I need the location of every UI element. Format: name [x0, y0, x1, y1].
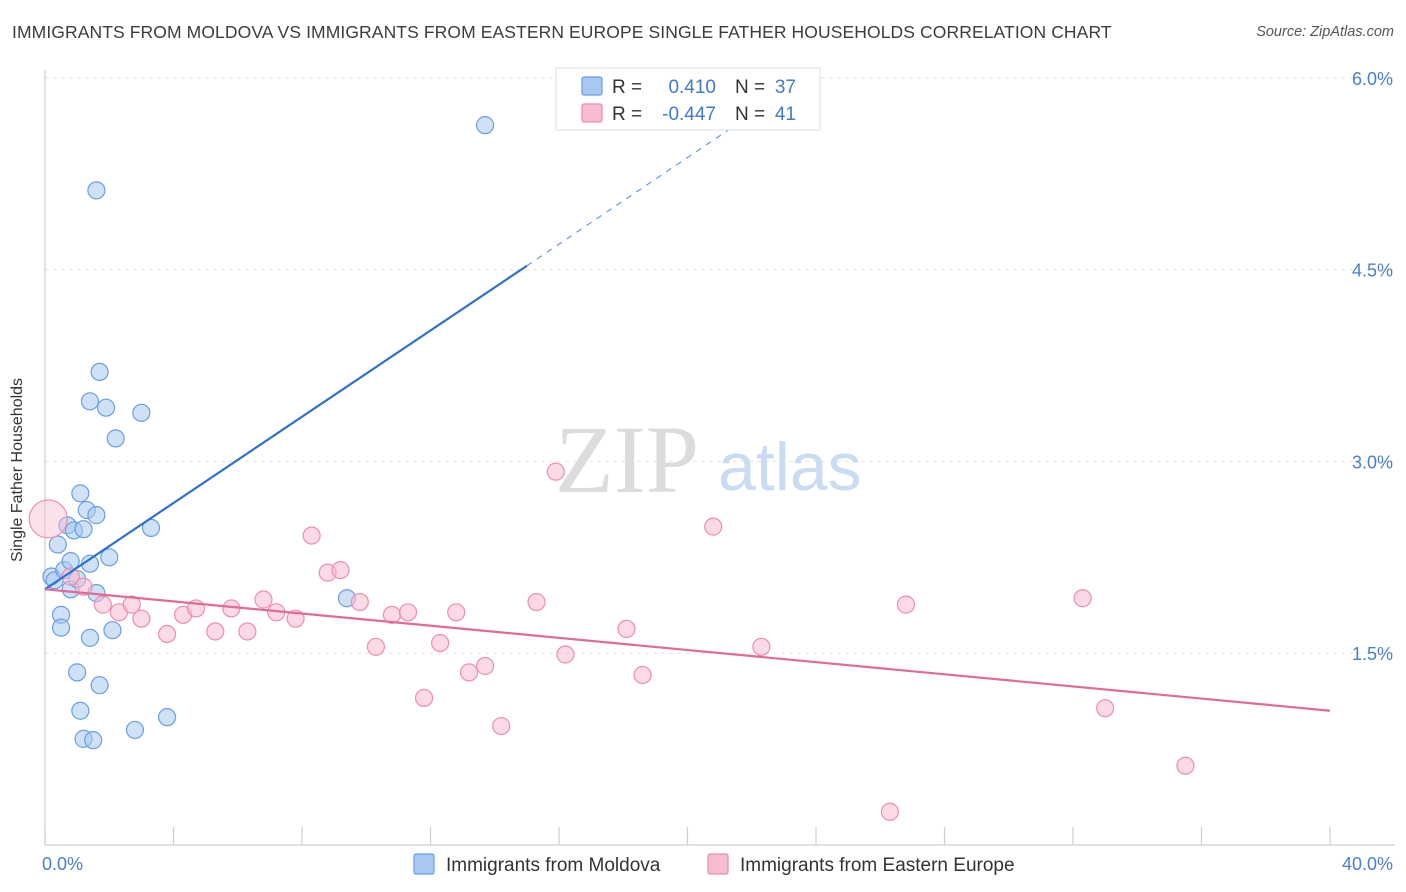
data-point: [122, 595, 141, 614]
chart-title: IMMIGRANTS FROM MOLDOVA VS IMMIGRANTS FR…: [12, 22, 1112, 42]
stats-n-label: N =: [735, 104, 765, 125]
legend-swatch-blue: [413, 853, 435, 875]
y-tick-label: 1.5%: [1352, 644, 1393, 664]
data-point: [90, 362, 109, 382]
data-point: [447, 603, 466, 622]
data-point: [238, 622, 257, 641]
data-point: [132, 403, 151, 422]
data-point: [1176, 756, 1195, 775]
source-credit: Source: ZipAtlas.com: [1256, 24, 1394, 40]
stats-n-label: N =: [735, 77, 765, 98]
data-point: [880, 802, 899, 821]
legend-label-pink: Immigrants from Eastern Europe: [740, 855, 1015, 876]
data-point: [752, 637, 771, 656]
data-point: [103, 621, 122, 640]
data-point: [398, 603, 418, 622]
stats-swatch-pink: [581, 103, 603, 123]
data-point: [87, 506, 106, 525]
data-point: [633, 665, 652, 685]
watermark-zip: ZIP: [555, 406, 699, 513]
stats-n-value: 37: [775, 77, 796, 98]
data-point: [48, 535, 67, 554]
watermark: ZIP atlas: [555, 406, 862, 513]
data-point: [254, 590, 273, 609]
data-point: [617, 619, 636, 639]
data-point: [71, 701, 90, 720]
data-point: [556, 645, 575, 664]
data-point: [74, 520, 93, 539]
data-point: [96, 398, 116, 417]
stats-r-label: R =: [612, 77, 642, 98]
data-point: [1073, 589, 1092, 608]
data-point: [492, 716, 511, 736]
stats-n-value: 41: [775, 104, 796, 125]
data-point: [106, 429, 125, 448]
stats-r-value: 0.410: [668, 77, 716, 98]
data-point: [100, 548, 119, 567]
stats-swatch-blue: [581, 76, 603, 96]
y-tick-label: 6.0%: [1352, 69, 1393, 89]
data-point: [414, 688, 434, 708]
data-point: [157, 624, 177, 644]
data-point: [459, 663, 479, 682]
stats-r-label: R =: [612, 104, 642, 125]
data-point: [84, 731, 103, 750]
data-point: [74, 577, 93, 596]
trend-line-pink: [44, 588, 1331, 712]
data-point: [80, 392, 100, 411]
data-point: [28, 499, 68, 539]
data-point: [302, 526, 321, 545]
stats-r-value: -0.447: [662, 104, 716, 125]
trend-line-blue: [44, 264, 528, 591]
data-point: [157, 708, 177, 727]
x-tick-label-min: 0.0%: [42, 854, 83, 874]
data-point: [90, 676, 109, 695]
bottom-legend: Immigrants from Moldova Immigrants from E…: [413, 853, 1015, 876]
x-tick-label-max: 40.0%: [1342, 854, 1393, 874]
y-tick-label: 4.5%: [1352, 261, 1393, 281]
data-point: [350, 592, 369, 612]
data-point: [80, 628, 100, 647]
y-tick-label: 3.0%: [1352, 452, 1393, 472]
data-point: [366, 637, 385, 656]
data-point: [71, 484, 90, 503]
data-point: [431, 633, 450, 653]
data-point: [527, 592, 546, 612]
series-blue-points: [42, 116, 495, 750]
data-point: [132, 609, 151, 628]
data-point: [51, 618, 71, 637]
data-point: [476, 656, 495, 676]
data-point: [206, 622, 225, 641]
data-point: [87, 181, 106, 200]
data-point: [476, 116, 495, 135]
series-pink-points: [28, 462, 1195, 821]
stats-legend-box: R = 0.410 N = 37 R = -0.447 N = 41: [555, 67, 821, 131]
data-point: [331, 560, 350, 580]
data-point: [1096, 699, 1115, 718]
data-point: [93, 595, 112, 614]
data-point: [896, 595, 916, 614]
data-point: [546, 462, 565, 481]
legend-label-blue: Immigrants from Moldova: [446, 855, 661, 876]
data-point: [704, 517, 723, 536]
data-point: [125, 720, 145, 740]
watermark-atlas: atlas: [718, 429, 862, 505]
legend-swatch-pink: [707, 853, 729, 875]
data-point: [68, 663, 87, 682]
